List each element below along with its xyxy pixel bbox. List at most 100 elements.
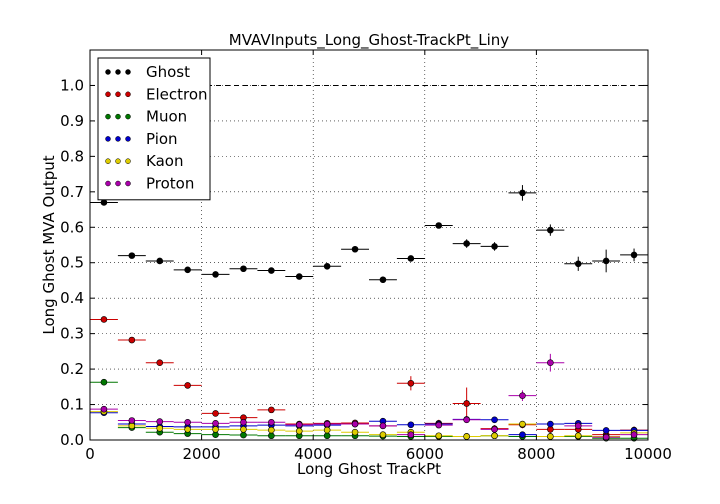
x-tick-label: 4000 bbox=[294, 445, 332, 463]
data-point bbox=[240, 431, 247, 439]
data-point bbox=[463, 400, 470, 407]
legend-marker bbox=[115, 91, 121, 98]
x-tick-label: 6000 bbox=[406, 445, 444, 463]
data-point bbox=[602, 257, 610, 265]
legend-marker bbox=[115, 113, 121, 120]
series-kaon bbox=[90, 408, 648, 440]
x-tick-label: 10000 bbox=[624, 445, 672, 463]
data-point bbox=[184, 382, 191, 389]
legend-marker bbox=[105, 158, 111, 164]
legend-entry-ghost: Ghost bbox=[105, 63, 190, 81]
data-point bbox=[351, 245, 359, 253]
data-point bbox=[379, 431, 387, 438]
data-point bbox=[351, 428, 359, 436]
legend-marker bbox=[105, 180, 111, 187]
legend-label: Kaon bbox=[146, 152, 183, 170]
data-point bbox=[156, 359, 164, 367]
data-point bbox=[519, 420, 526, 428]
data-point bbox=[547, 420, 554, 428]
y-tick-label: 0.4 bbox=[60, 289, 84, 307]
data-point bbox=[379, 422, 387, 430]
data-point bbox=[491, 432, 498, 440]
legend-marker bbox=[105, 136, 111, 142]
data-point bbox=[323, 262, 331, 270]
data-point bbox=[435, 222, 443, 229]
legend-label: Ghost bbox=[146, 63, 190, 81]
data-point bbox=[547, 359, 554, 367]
data-point bbox=[602, 433, 610, 441]
data-point bbox=[240, 418, 247, 426]
data-point bbox=[491, 416, 498, 424]
data-point bbox=[351, 420, 359, 428]
data-point bbox=[519, 431, 526, 438]
chart-title: MVAVInputs_Long_Ghost-TrackPt_Liny bbox=[229, 31, 510, 50]
data-point bbox=[630, 251, 638, 259]
data-point bbox=[463, 416, 470, 424]
data-point bbox=[184, 426, 191, 433]
y-tick-label: 0.7 bbox=[60, 183, 84, 201]
data-point bbox=[268, 432, 275, 440]
data-point bbox=[519, 189, 526, 197]
data-point bbox=[100, 199, 108, 206]
data-point bbox=[519, 392, 526, 399]
legend-label: Proton bbox=[146, 175, 194, 193]
y-tick-label: 1.0 bbox=[60, 76, 84, 94]
data-point bbox=[268, 267, 275, 274]
legend-marker bbox=[115, 136, 121, 142]
legend-marker bbox=[125, 180, 131, 187]
data-point bbox=[630, 431, 638, 438]
data-point bbox=[491, 243, 498, 250]
y-axis-title: Long Ghost MVA Output bbox=[40, 155, 58, 334]
data-point bbox=[407, 421, 415, 429]
data-point bbox=[240, 426, 247, 433]
y-tick-label: 0.0 bbox=[60, 431, 84, 449]
data-point bbox=[547, 226, 554, 234]
data-point bbox=[128, 417, 136, 424]
data-point bbox=[602, 427, 610, 434]
data-point bbox=[212, 271, 219, 278]
y-tick-label: 0.5 bbox=[60, 254, 84, 272]
data-point bbox=[407, 255, 415, 262]
data-point bbox=[574, 432, 582, 440]
data-point bbox=[268, 426, 275, 434]
data-point bbox=[379, 276, 387, 284]
legend-marker bbox=[125, 113, 131, 120]
series-ghost bbox=[90, 185, 648, 284]
x-axis-title: Long Ghost TrackPt bbox=[297, 460, 441, 478]
legend: Ghost Electron Muon Pion Kaon Proton bbox=[97, 57, 211, 201]
x-tick-label: 0 bbox=[85, 445, 95, 463]
legend-marker bbox=[125, 158, 131, 164]
data-point bbox=[100, 378, 108, 386]
data-point bbox=[295, 273, 303, 280]
data-point bbox=[323, 420, 331, 428]
data-point bbox=[547, 433, 554, 440]
legend-entry-electron: Electron bbox=[105, 85, 208, 103]
legend-label: Muon bbox=[146, 108, 187, 126]
data-layer bbox=[90, 185, 648, 442]
y-tick-label: 0.6 bbox=[60, 218, 84, 236]
legend-marker bbox=[125, 136, 131, 142]
legend-box bbox=[97, 57, 211, 201]
legend-marker bbox=[125, 91, 131, 98]
data-point bbox=[128, 336, 136, 344]
data-point bbox=[407, 379, 415, 387]
y-tick-label: 0.2 bbox=[60, 360, 84, 378]
legend-label: Pion bbox=[146, 130, 178, 148]
data-point bbox=[295, 421, 303, 429]
series-proton bbox=[90, 353, 648, 441]
data-point bbox=[491, 426, 498, 433]
data-point bbox=[463, 240, 470, 247]
legend-marker bbox=[105, 91, 111, 98]
data-point bbox=[212, 410, 219, 417]
legend-entry-proton: Proton bbox=[105, 175, 194, 193]
legend-marker bbox=[125, 69, 131, 75]
data-point bbox=[268, 406, 275, 414]
data-point bbox=[323, 426, 331, 434]
y-tick-label: 0.9 bbox=[60, 112, 84, 130]
data-point bbox=[156, 257, 164, 265]
data-point bbox=[212, 420, 219, 427]
data-point bbox=[268, 418, 275, 426]
data-point bbox=[435, 432, 443, 440]
data-point bbox=[323, 432, 331, 440]
